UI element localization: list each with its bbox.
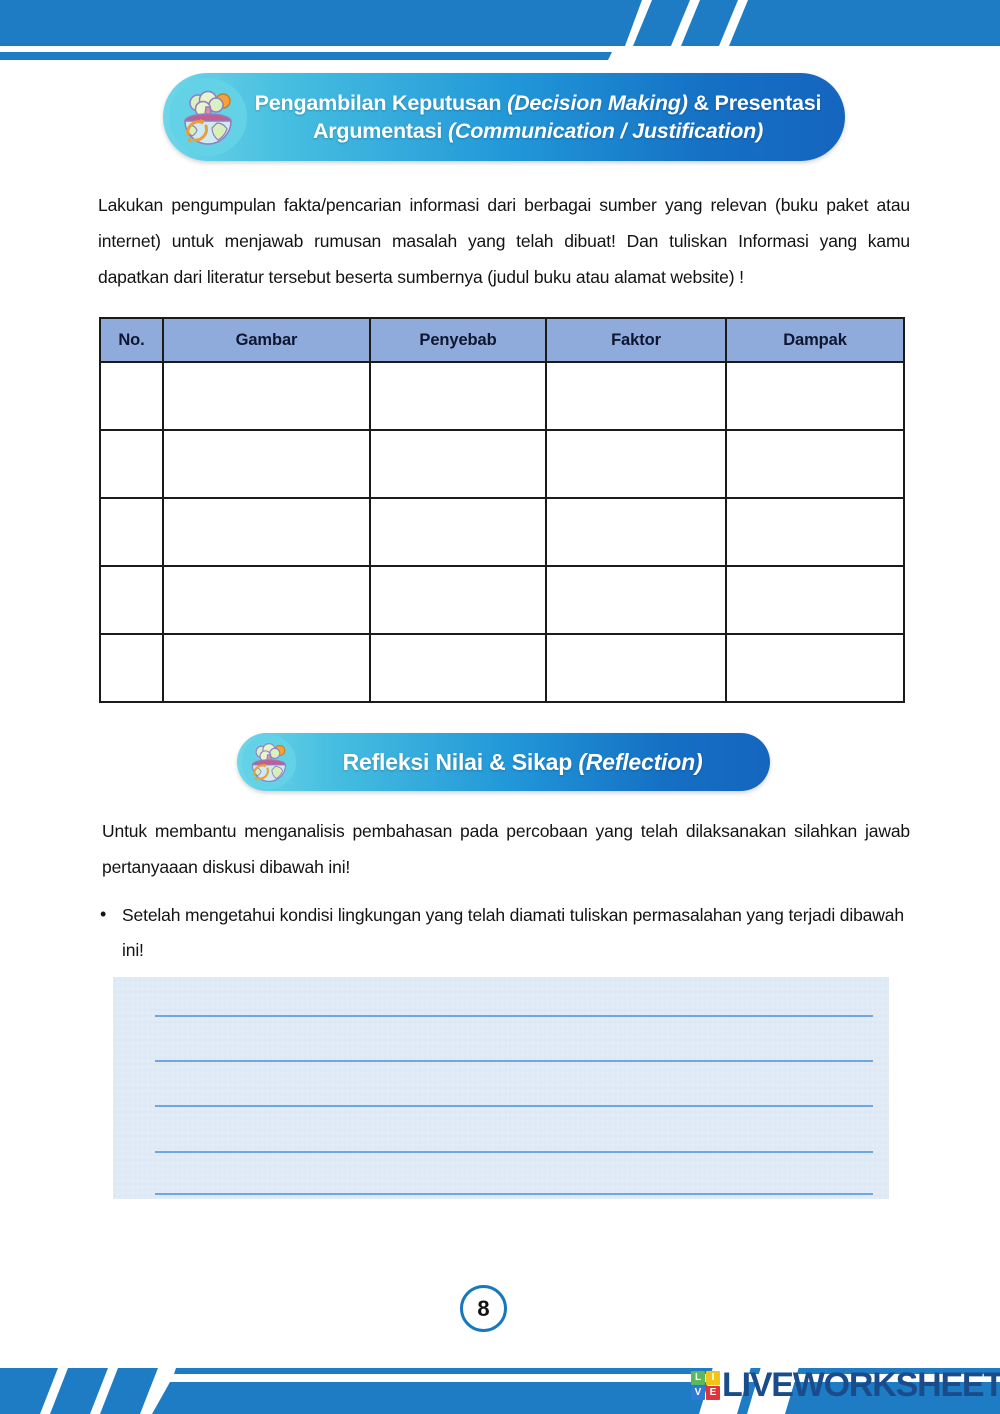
cell-penyebab[interactable]	[369, 497, 547, 567]
page-number-badge: 8	[460, 1285, 507, 1332]
banner-line2-italic: (Communication / Justification)	[447, 119, 764, 143]
tree-globe-recycle-icon	[169, 78, 247, 156]
cell-penyebab[interactable]	[369, 565, 547, 635]
cell-faktor[interactable]	[545, 565, 727, 635]
cell-no[interactable]	[99, 633, 164, 703]
cell-dampak[interactable]	[725, 633, 905, 703]
rule-line	[155, 1015, 873, 1017]
banner-decision-line2: Argumentasi (Communication / Justificati…	[253, 117, 823, 145]
rule-line	[155, 1105, 873, 1107]
cell-no[interactable]	[99, 429, 164, 499]
th-penyebab: Penyebab	[369, 317, 547, 363]
banner-reflection-title: Refleksi Nilai & Sikap (Reflection)	[301, 747, 770, 777]
logo-tile-v: V	[691, 1385, 705, 1400]
banner-line1-tail: & Presentasi	[687, 90, 822, 115]
th-gambar: Gambar	[162, 317, 371, 363]
reflection-question-list: Setelah mengetahui kondisi lingkungan ya…	[100, 896, 910, 968]
banner-decision-line1: Pengambilan Keputusan (Decision Making) …	[253, 89, 823, 117]
rule-line	[155, 1193, 873, 1195]
banner-icon-wrap	[237, 733, 301, 791]
cell-penyebab[interactable]	[369, 361, 547, 431]
logo-tile-i: I	[706, 1370, 720, 1385]
rule-line	[155, 1060, 873, 1062]
table-row	[99, 361, 905, 431]
banner-line1-italic: (Decision Making)	[507, 90, 688, 115]
top-decoration-stripes	[0, 0, 1000, 62]
list-item: Setelah mengetahui kondisi lingkungan ya…	[100, 896, 910, 968]
cell-faktor[interactable]	[545, 497, 727, 567]
table-row	[99, 633, 905, 703]
bottom-stripes-svg	[0, 1350, 1000, 1414]
banner-reflection-plain: Refleksi Nilai & Sikap	[342, 748, 579, 775]
banner-reflection: Refleksi Nilai & Sikap (Reflection)	[237, 733, 770, 791]
th-no: No.	[99, 317, 164, 363]
cell-gambar[interactable]	[162, 565, 371, 635]
banner-line1-plain: Pengambilan Keputusan	[254, 90, 508, 115]
logo-tile-e: E	[706, 1385, 720, 1400]
th-dampak: Dampak	[725, 317, 905, 363]
logo-wordmark: LIVEWORKSHEETS	[722, 1366, 1000, 1404]
banner-decision-title: Pengambilan Keputusan (Decision Making) …	[253, 89, 845, 146]
banner-icon-wrap	[163, 73, 253, 161]
cell-no[interactable]	[99, 497, 164, 567]
logo-tiles: L I V E	[691, 1370, 720, 1400]
banner-line2-plain: Argumentasi	[312, 119, 448, 143]
facts-table-head: No. Gambar Penyebab Faktor Dampak	[99, 317, 905, 363]
cell-gambar[interactable]	[162, 497, 371, 567]
reflection-paragraph: Untuk membantu menganalisis pembahasan p…	[102, 821, 910, 877]
banner-reflection-italic: (Reflection)	[578, 748, 703, 775]
rule-line	[155, 1151, 873, 1153]
cell-faktor[interactable]	[545, 361, 727, 431]
cell-penyebab[interactable]	[369, 429, 547, 499]
banner-decision-making: Pengambilan Keputusan (Decision Making) …	[163, 73, 845, 161]
cell-faktor[interactable]	[545, 633, 727, 703]
cell-dampak[interactable]	[725, 429, 905, 499]
top-stripes-svg	[0, 0, 1000, 60]
cell-dampak[interactable]	[725, 497, 905, 567]
facts-table-body	[99, 361, 905, 703]
cell-gambar[interactable]	[162, 429, 371, 499]
cell-no[interactable]	[99, 565, 164, 635]
answer-writing-area[interactable]	[113, 977, 889, 1199]
th-faktor: Faktor	[545, 317, 727, 363]
table-row	[99, 497, 905, 567]
cell-no[interactable]	[99, 361, 164, 431]
table-row	[99, 429, 905, 499]
table-row	[99, 565, 905, 635]
cell-dampak[interactable]	[725, 361, 905, 431]
cell-dampak[interactable]	[725, 565, 905, 635]
tree-globe-recycle-icon	[242, 735, 296, 789]
tree-globe-recycle-glyph	[251, 743, 287, 782]
table-header-row: No. Gambar Penyebab Faktor Dampak	[99, 317, 905, 363]
bottom-decoration-stripes	[0, 1350, 1000, 1414]
liveworksheets-logo: L I V E LIVEWORKSHEETS	[691, 1368, 1000, 1402]
cell-faktor[interactable]	[545, 429, 727, 499]
cell-gambar[interactable]	[162, 361, 371, 431]
intro-paragraph: Lakukan pengumpulan fakta/pencarian info…	[98, 195, 910, 287]
facts-table: No. Gambar Penyebab Faktor Dampak	[99, 317, 905, 703]
cell-gambar[interactable]	[162, 633, 371, 703]
logo-tile-l: L	[691, 1370, 705, 1385]
tree-globe-recycle-glyph	[184, 90, 232, 145]
cell-penyebab[interactable]	[369, 633, 547, 703]
